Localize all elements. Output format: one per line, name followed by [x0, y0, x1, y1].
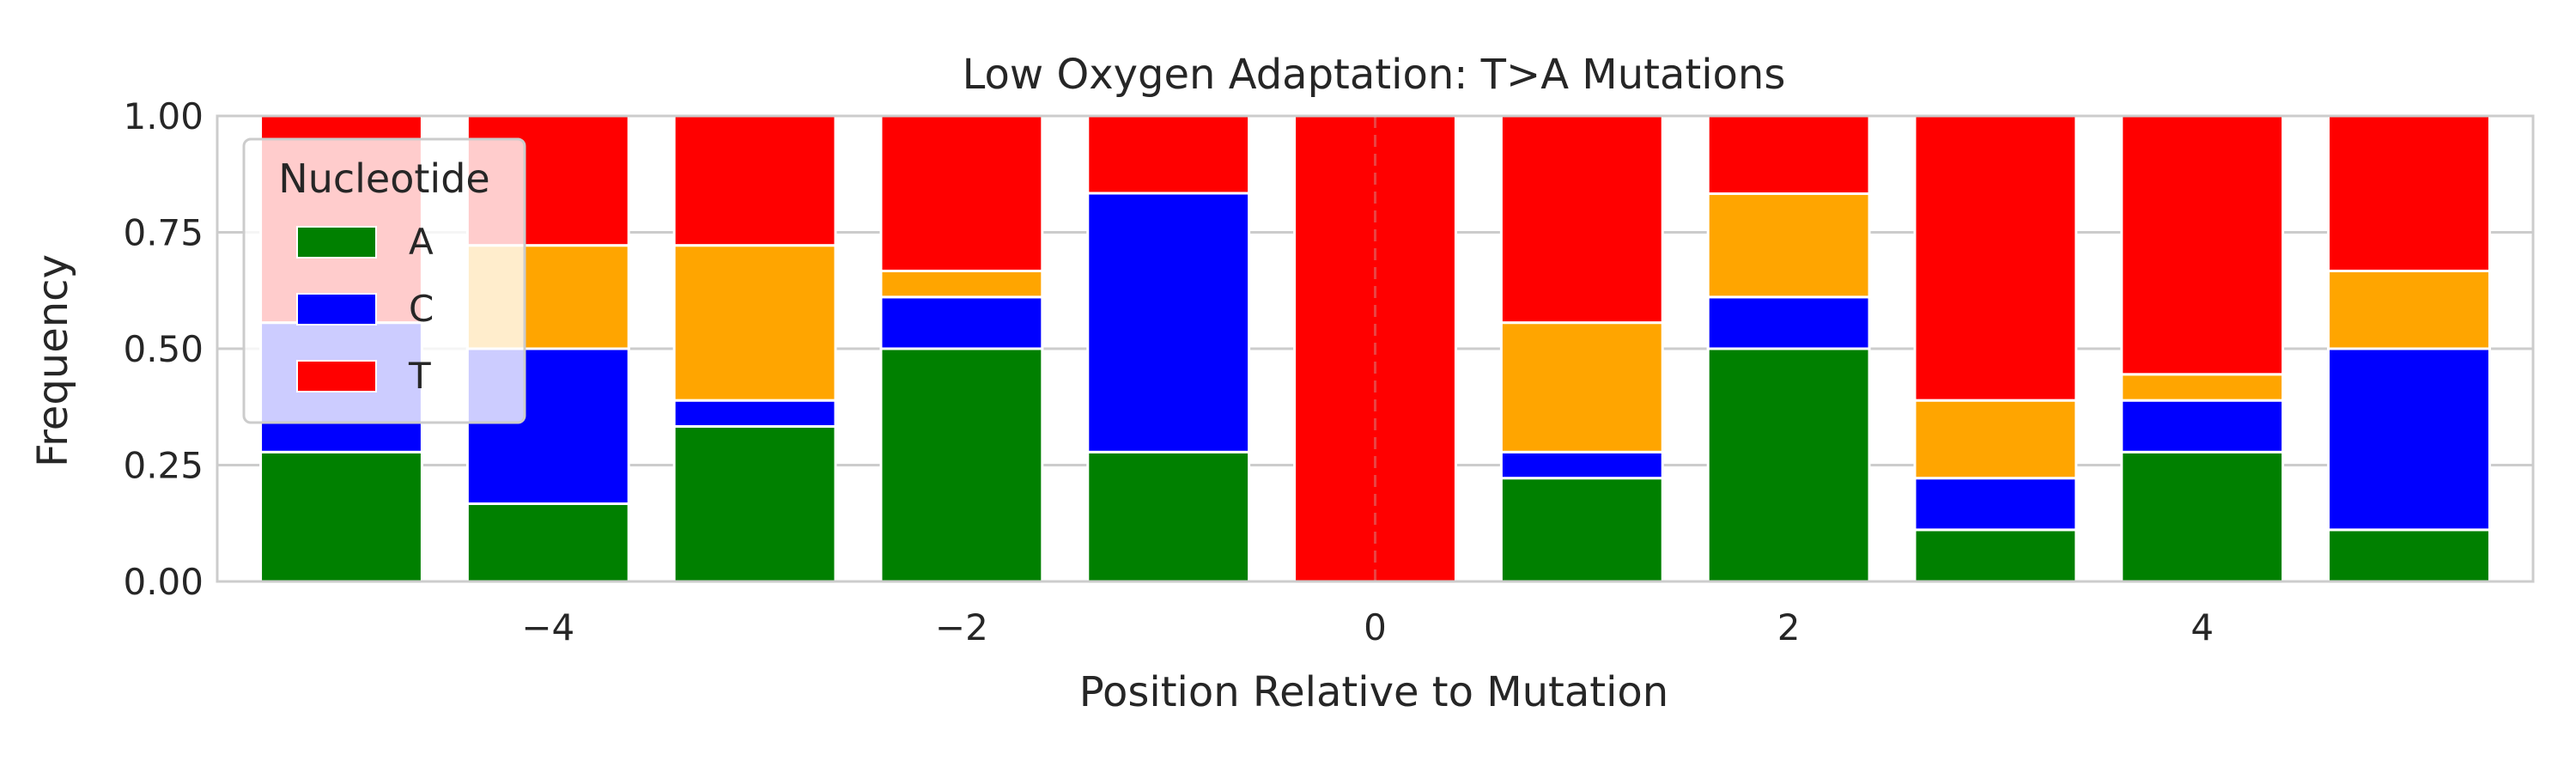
bar-segment — [672, 399, 837, 429]
bar-segment — [2120, 113, 2285, 376]
bar-segment — [2327, 528, 2491, 583]
legend-swatch — [296, 360, 377, 393]
y-tick-label: 0.00 — [123, 561, 204, 603]
legend: Nucleotide ACT — [242, 137, 526, 424]
bar-segment — [1706, 295, 1871, 350]
plot-frame — [216, 114, 2535, 583]
x-tick-label: −2 — [935, 606, 988, 648]
bar-segment — [259, 450, 423, 583]
bar-segment — [2327, 269, 2491, 350]
bar-segment — [1913, 399, 2078, 480]
bar-segment — [1706, 114, 1871, 196]
bar-segment — [672, 425, 837, 583]
chart-title: Low Oxygen Adaptation: T>A Mutations — [963, 51, 1786, 99]
y-tick-label: 0.50 — [123, 328, 204, 370]
bar-segment — [879, 347, 1044, 583]
bar-segment — [1086, 113, 1251, 195]
bar-segment — [1913, 528, 2078, 583]
bar-segment — [1086, 192, 1251, 453]
bar-segment — [1913, 114, 2078, 402]
bar-segment — [2120, 450, 2285, 583]
bar-segment — [2120, 373, 2285, 402]
bar-segment — [2327, 347, 2491, 532]
bar-segment — [465, 502, 630, 583]
bar-segment — [1499, 450, 1664, 480]
bar-segment — [879, 269, 1044, 299]
y-tick-label: 0.75 — [123, 212, 204, 254]
bar-segment — [1706, 347, 1871, 583]
bar-segment — [1499, 114, 1664, 325]
bars — [259, 113, 2491, 583]
legend-title: Nucleotide — [278, 155, 489, 202]
legend-entry-label: A — [409, 221, 434, 263]
y-axis-label: Frequency — [29, 254, 77, 467]
bar-segment — [1706, 192, 1871, 299]
bar-segment — [879, 295, 1044, 350]
x-tick-label: −4 — [521, 606, 574, 648]
legend-box — [242, 137, 526, 424]
bar-segment — [879, 114, 1044, 272]
x-tick-label: 4 — [2190, 606, 2214, 648]
bar-segment — [1499, 321, 1664, 453]
bar-segment — [2120, 399, 2285, 453]
x-tick-label: 0 — [1364, 606, 1387, 648]
bar-segment — [1086, 450, 1251, 583]
axes: 0.00 0.25 0.50 0.75 1.00 −4 −2 0 2 4 — [123, 95, 2535, 648]
y-tick-label: 0.25 — [123, 445, 204, 487]
x-axis-label: Position Relative to Mutation — [1079, 668, 1668, 716]
bar-segment — [2327, 114, 2491, 272]
bar-segment — [672, 244, 837, 402]
bar-segment — [672, 114, 837, 247]
bar-segment — [1499, 477, 1664, 583]
bar-segment — [1913, 477, 2078, 532]
legend-entry-label: T — [408, 355, 431, 397]
y-tick-label: 1.00 — [123, 95, 204, 137]
legend-swatch — [296, 226, 377, 259]
legend-swatch — [296, 293, 377, 326]
legend-entry-label: C — [409, 288, 434, 330]
x-tick-label: 2 — [1777, 606, 1801, 648]
